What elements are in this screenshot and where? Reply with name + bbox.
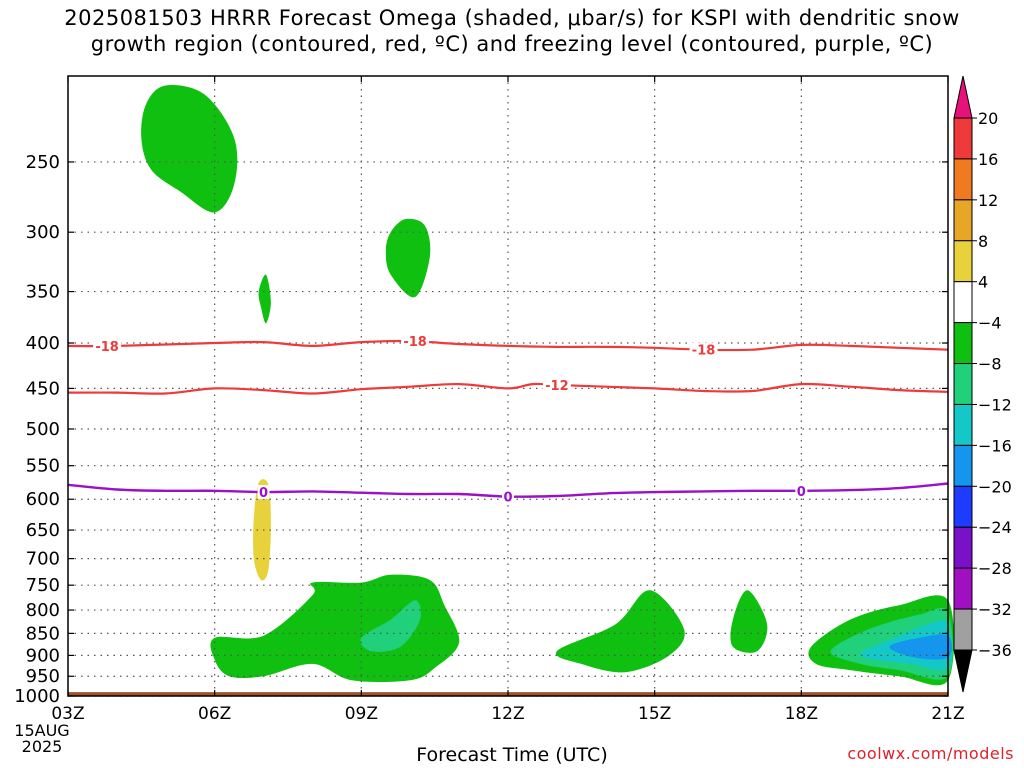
colorbar-tick-label: 8 (978, 232, 988, 251)
x-tick-label: 12Z (491, 704, 524, 724)
contour-label-bg (542, 377, 571, 392)
colorbar-segment (953, 199, 973, 242)
y-tick-label: 1000 (14, 686, 60, 707)
x-date-label: 15AUG (14, 721, 69, 740)
y-tick-label: 650 (26, 520, 60, 541)
x-tick-label: 09Z (345, 704, 378, 724)
x-date-label: 2025 (22, 737, 63, 756)
contour-label: -18 (692, 344, 716, 359)
credit-link[interactable]: coolwx.com/models (847, 744, 1014, 763)
colorbar-tick-label: −28 (978, 559, 1012, 578)
y-tick-label: 700 (26, 549, 60, 570)
colorbar-segment (953, 567, 973, 610)
y-tick-label: 600 (26, 489, 60, 510)
contour-label: 0 (503, 491, 512, 506)
colorbar-segment (953, 158, 973, 201)
dendritic-contour-m12 (67, 382, 949, 395)
colorbar-segment (953, 363, 973, 405)
x-tick-label: 18Z (785, 704, 818, 724)
colorbar-segment (953, 240, 973, 283)
colorbar-segment (953, 281, 973, 324)
x-tick-label: 06Z (198, 704, 231, 724)
y-tick-label: 500 (26, 419, 60, 440)
omega-region-2 (385, 218, 431, 298)
omega-region-7 (555, 590, 685, 673)
x-tick-label: 21Z (931, 704, 964, 724)
colorbar-bottom-arrow (953, 649, 973, 693)
colorbar-tick-label: 12 (978, 191, 998, 210)
contour-label-bg (502, 489, 514, 504)
y-tick-label: 850 (26, 623, 60, 644)
dendritic-contour-m18 (67, 339, 949, 352)
omega-region-1 (141, 85, 238, 213)
colorbar-segment (953, 444, 973, 487)
contour-label-bg (689, 342, 718, 357)
contour-label-bg (401, 334, 430, 349)
colorbar-tick-label: 16 (978, 150, 998, 169)
colorbar-top-arrow (953, 75, 973, 119)
contour-label: -12 (545, 379, 569, 394)
colorbar-tick-label: −36 (978, 641, 1012, 660)
contour-label: -18 (403, 335, 427, 350)
chart-title-line-1: 2025081503 HRRR Forecast Omega (shaded, … (64, 6, 960, 30)
y-tick-label: 250 (26, 152, 60, 173)
colorbar-segment (953, 526, 973, 569)
colorbar-tick-label: 20 (978, 109, 998, 128)
contour-label: 0 (259, 486, 268, 501)
colorbar-segment (953, 608, 973, 651)
chart-title-line-2: growth region (contoured, red, ºC) and f… (90, 32, 934, 56)
colorbar-tick-label: −8 (978, 355, 1002, 374)
omega-region-5 (210, 574, 460, 683)
y-tick-label: 750 (26, 575, 60, 596)
colorbar-tick-label: −20 (978, 477, 1012, 496)
colorbar-segment (953, 322, 973, 365)
contour-label-bg (795, 483, 808, 498)
contour-label-bg (257, 485, 270, 500)
y-tick-label: 450 (26, 378, 60, 399)
omega-region-4 (253, 479, 271, 581)
y-tick-label: 900 (26, 645, 60, 666)
omega-region-8 (730, 590, 768, 653)
y-tick-label: 950 (26, 666, 60, 687)
omega-region-3 (258, 274, 271, 324)
y-tick-label: 350 (26, 282, 60, 303)
x-tick-label: 03Z (51, 704, 84, 724)
colorbar-tick-label: −24 (978, 518, 1012, 537)
contour-label: -18 (95, 340, 119, 355)
omega-region-6 (360, 600, 421, 652)
contour-label: 0 (797, 485, 806, 500)
colorbar-segment (953, 117, 973, 160)
colorbar-tick-label: 4 (978, 273, 988, 292)
colorbar-tick-label: −4 (978, 314, 1002, 333)
colorbar-segment (953, 485, 973, 528)
y-tick-label: 400 (26, 333, 60, 354)
colorbar-tick-label: −12 (978, 395, 1012, 414)
colorbar-tick-label: −16 (978, 436, 1012, 455)
x-tick-label: 15Z (638, 704, 671, 724)
colorbar-segment (953, 403, 973, 446)
omega-region-12 (889, 634, 952, 660)
y-tick-label: 300 (26, 222, 60, 243)
colorbar-tick-label: −32 (978, 600, 1012, 619)
y-tick-label: 800 (26, 600, 60, 621)
x-axis-label: Forecast Time (UTC) (416, 744, 608, 766)
y-tick-label: 550 (26, 456, 60, 477)
contour-label-bg (93, 338, 122, 353)
